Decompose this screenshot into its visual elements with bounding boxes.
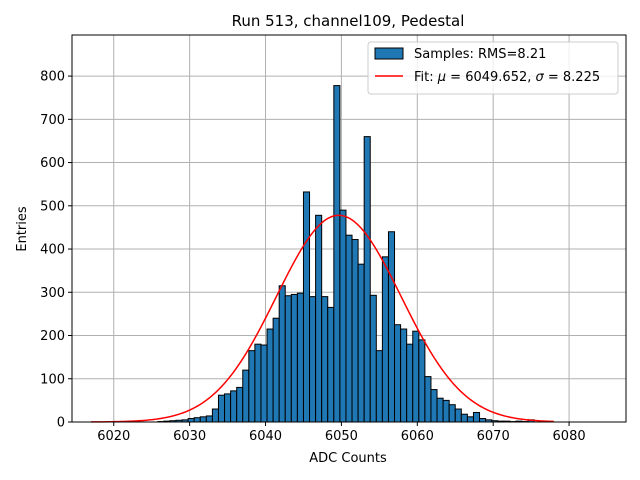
y-tick-label: 100 [40,372,65,387]
histogram-bar [472,411,481,423]
y-tick-label: 700 [40,113,65,128]
y-tick-label: 0 [57,416,65,431]
histogram-bar [375,350,383,423]
histogram-bar [357,263,365,423]
histogram-bar [363,136,371,423]
histogram-bar [266,328,274,423]
histogram-bar [436,397,444,423]
y-tick-label: 600 [40,156,65,171]
y-tick-label: 200 [40,329,65,344]
histogram-bar [248,350,256,423]
histogram-bar [460,413,468,423]
x-tick-label: 6020 [97,429,130,444]
histogram-bar [479,418,487,423]
legend-samples-label: Samples: RMS=8.21 [414,47,546,62]
y-tick-label: 400 [40,243,65,258]
histogram-bar [187,418,195,423]
histogram-bar [387,231,396,423]
histogram-bar [193,417,201,423]
x-tick-label: 6060 [401,429,434,444]
x-tick-label: 6080 [553,429,586,444]
histogram-bar [454,408,462,423]
x-tick-label: 6030 [173,429,206,444]
legend: Samples: RMS=8.21 Fit: μ = 6049.652, σ =… [367,41,619,95]
histogram-bar [394,324,402,423]
histogram-bar [400,328,408,423]
histogram-bar [290,293,298,423]
legend-samples-swatch [374,47,404,60]
histogram-bar [309,296,317,423]
histogram-bar [230,390,238,423]
x-tick-label: 6050 [325,429,358,444]
histogram-bar [315,214,323,423]
histogram-bar [430,389,438,423]
histogram-bar [442,399,450,423]
gaussian-fit-curve [90,214,554,423]
plot-area-frame [71,34,627,423]
histogram-bar [217,394,226,423]
histogram-bar [406,343,414,423]
histogram-bar [236,386,244,423]
histogram-bar [272,317,280,423]
x-axis-label: ADC Counts [309,451,387,466]
histogram-bar [333,85,341,423]
histogram-bar [369,294,377,423]
histogram-bar [254,343,262,423]
histogram-bar [296,292,304,423]
x-axis-ticks: 6020 6030 6040 6050 6060 6070 6080 [97,422,586,444]
legend-fit-label: Fit: μ = 6049.652, σ = 8.225 [414,70,600,85]
histogram-bar [242,369,250,423]
x-tick-label: 6070 [477,429,510,444]
histogram-bar [466,416,474,423]
histogram-bar [260,344,268,423]
y-tick-label: 800 [40,70,65,85]
histogram-bar [381,256,389,423]
y-tick-label: 300 [40,286,65,301]
histogram-bar [205,415,213,423]
histogram-bar [321,296,329,423]
histogram-bar [339,209,347,423]
y-tick-label: 500 [40,199,65,214]
histogram-bars [157,85,535,423]
legend-box [367,41,619,95]
histogram-bar [448,404,456,423]
histogram-bar [418,339,426,423]
histogram-bar [424,376,432,423]
histogram-bar [278,285,286,423]
histogram-bar [302,191,311,423]
histogram-bar [199,416,207,423]
histogram-bar [345,234,353,423]
chart-title: Run 513, channel109, Pedestal [232,12,465,30]
histogram-bar [211,408,219,423]
histogram-bar [327,306,335,423]
histogram-bar [224,393,232,423]
histogram-bar [412,330,420,423]
histogram-bar [351,239,359,423]
y-axis-label: Entries [15,206,30,252]
histogram-bar [284,295,292,423]
y-axis-ticks: 0 100 200 300 400 500 600 700 800 [40,70,72,431]
grid-lines [72,35,626,423]
x-tick-label: 6040 [249,429,282,444]
